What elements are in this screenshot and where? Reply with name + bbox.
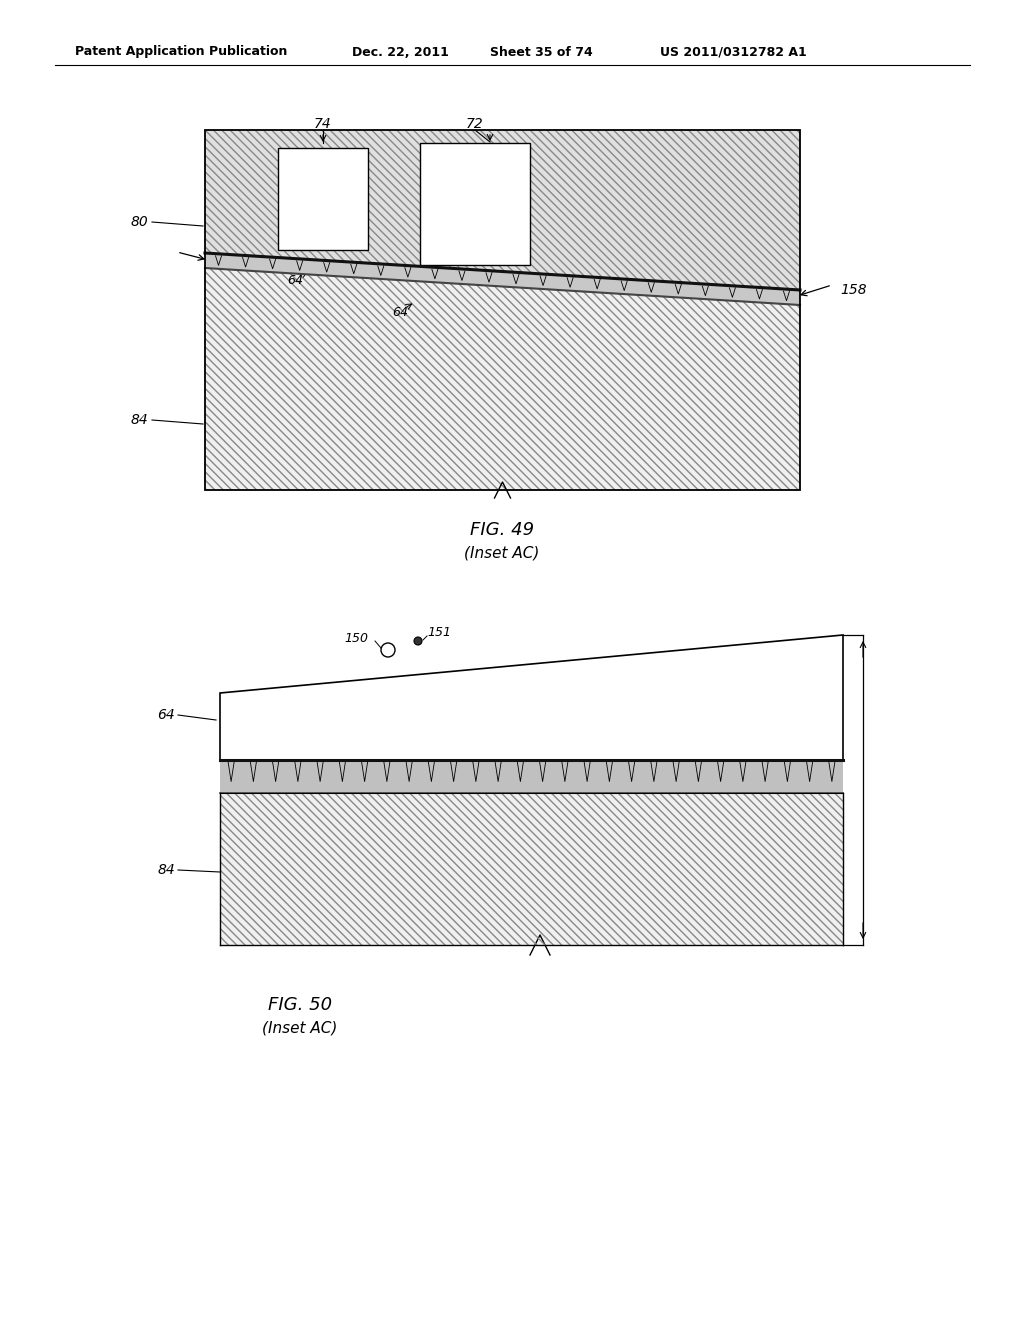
Text: 84: 84 [158,863,175,876]
Text: 158: 158 [545,813,571,828]
Polygon shape [220,635,843,760]
Text: 72: 72 [466,117,484,131]
Polygon shape [420,143,530,265]
Polygon shape [278,148,368,249]
Text: Dec. 22, 2011: Dec. 22, 2011 [352,45,449,58]
Polygon shape [220,760,843,793]
Text: 64: 64 [392,305,408,318]
Text: 64: 64 [287,273,303,286]
Polygon shape [205,129,800,290]
Circle shape [414,638,422,645]
Text: Sheet 35 of 74: Sheet 35 of 74 [490,45,593,58]
Text: 150: 150 [344,631,368,644]
Polygon shape [205,253,800,305]
Text: 151: 151 [427,626,451,639]
Text: (Inset AC): (Inset AC) [464,545,540,561]
Polygon shape [205,268,800,490]
Text: FIG. 49: FIG. 49 [470,521,535,539]
Text: 74: 74 [314,117,332,131]
Text: 80: 80 [130,215,148,228]
Text: FIG. 50: FIG. 50 [268,997,332,1014]
Polygon shape [220,793,843,945]
Text: 84: 84 [130,413,148,426]
Text: 64: 64 [158,708,175,722]
Text: US 2011/0312782 A1: US 2011/0312782 A1 [660,45,807,58]
Text: Patent Application Publication: Patent Application Publication [75,45,288,58]
Text: (Inset AC): (Inset AC) [262,1020,338,1035]
Text: 158: 158 [840,282,866,297]
